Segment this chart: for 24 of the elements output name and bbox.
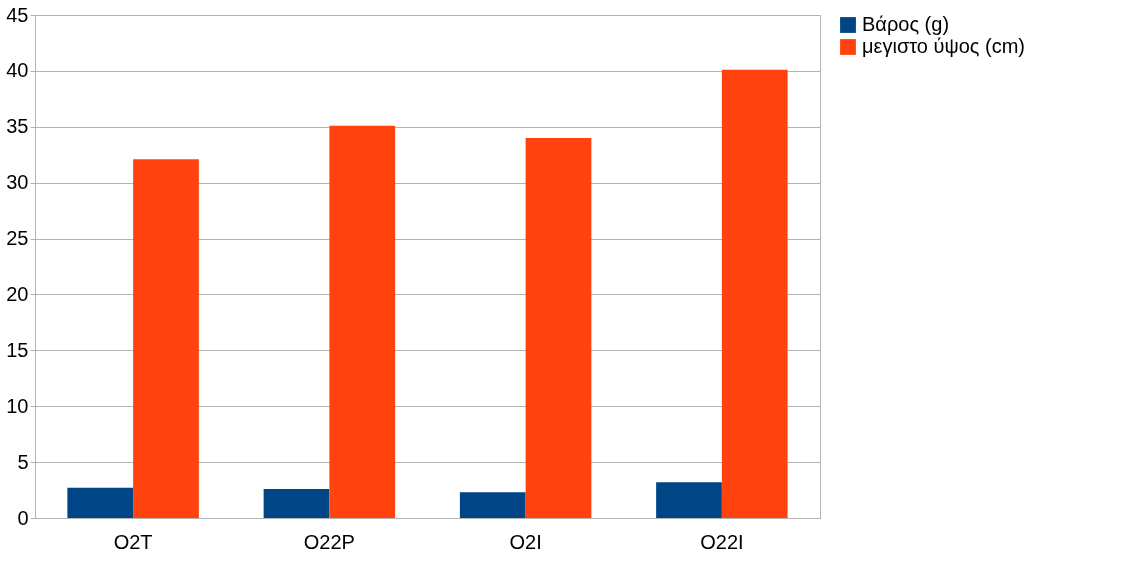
x-tick-label: O2I xyxy=(509,530,542,553)
y-tick-label: 40 xyxy=(6,59,29,82)
y-tick-label: 25 xyxy=(6,227,29,250)
y-tick-label: 10 xyxy=(6,394,29,417)
bar xyxy=(656,482,722,518)
x-tick-label: O2T xyxy=(113,530,153,553)
bar xyxy=(67,487,134,518)
y-tick-label: 45 xyxy=(6,3,29,26)
bar xyxy=(329,125,396,518)
y-tick-label: 20 xyxy=(6,282,29,305)
bar xyxy=(721,69,788,518)
bar xyxy=(133,159,199,518)
y-tick-label: 5 xyxy=(17,450,29,473)
x-tick-label: O22I xyxy=(700,530,744,553)
y-tick-label: 30 xyxy=(6,171,29,194)
bar xyxy=(459,492,526,518)
bar xyxy=(525,137,592,518)
x-tick-label: O22P xyxy=(303,530,355,553)
legend-label: μεγιστο ύψος (cm) xyxy=(862,35,1026,57)
y-tick-label: 15 xyxy=(6,338,29,361)
legend-label: Βάρος (g) xyxy=(862,13,950,35)
y-tick-label: 35 xyxy=(6,115,29,138)
bar xyxy=(263,488,330,518)
y-tick-label: 0 xyxy=(17,506,29,529)
